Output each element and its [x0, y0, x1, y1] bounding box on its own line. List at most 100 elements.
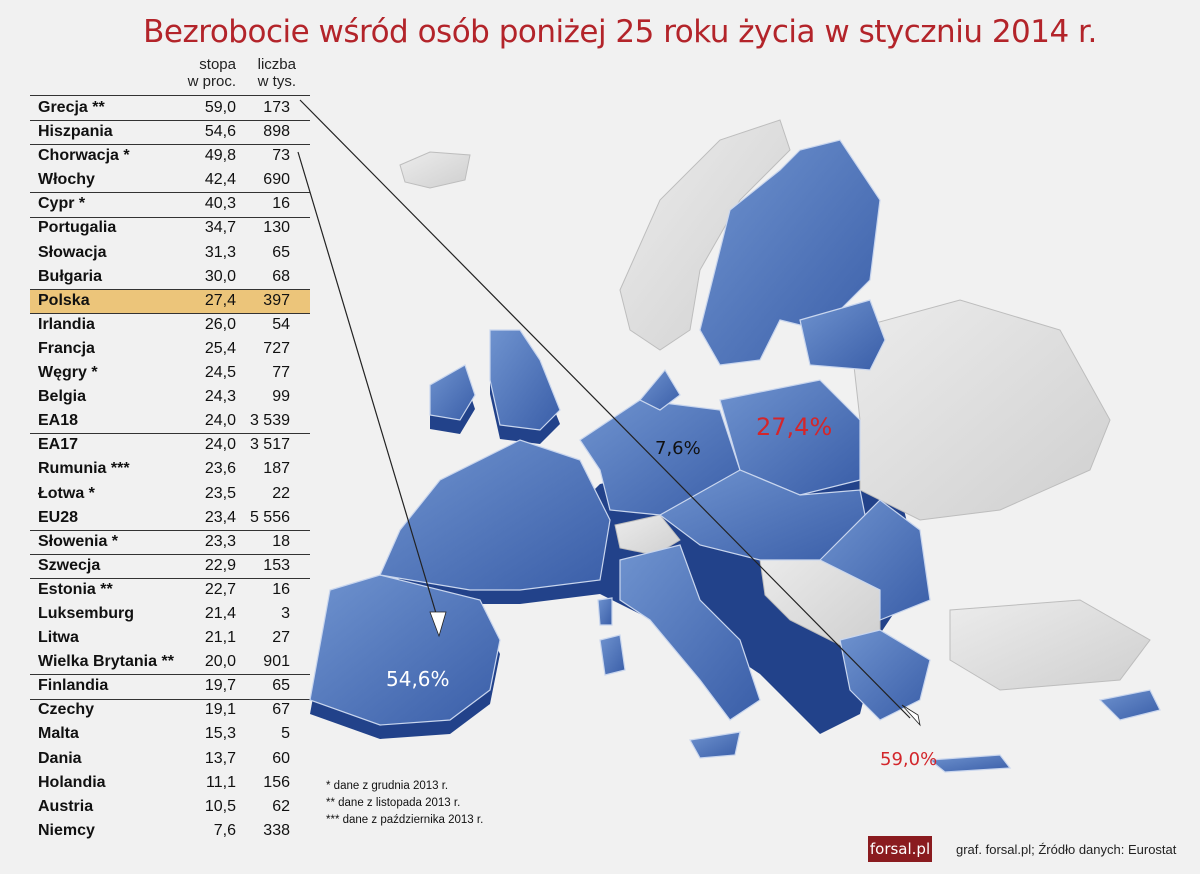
map-ireland [429, 364, 476, 421]
unemployed-count: 727 [263, 339, 290, 357]
map-sweden-finland [699, 139, 881, 366]
unemployment-rate: 22,9 [204, 556, 236, 574]
country-name: Finlandia [38, 677, 109, 695]
unemployment-rate: 34,7 [204, 219, 236, 237]
table-row: Holandia 11,1 156 [30, 771, 310, 795]
table-row: Chorwacja * 49,8 73 [30, 144, 310, 168]
country-name: Polska [38, 291, 90, 309]
country-name: Hiszpania [38, 123, 113, 141]
unemployed-count: 27 [272, 629, 290, 647]
unemployment-rate: 23,3 [204, 532, 236, 550]
table-row: Wielka Brytania ** 20,0 901 [30, 650, 310, 674]
map-romania-bulgaria [818, 499, 931, 621]
map-france [379, 439, 611, 591]
map-greece [839, 629, 931, 721]
footnote-2: ** dane z listopada 2013 r. [326, 797, 461, 809]
map-russia-ukraine [849, 299, 1111, 521]
unemployment-rate: 15,3 [204, 725, 236, 743]
table-separator [30, 674, 310, 676]
unemployed-count: 690 [263, 171, 290, 189]
map-corsica [597, 597, 613, 626]
footnote-3: *** dane z października 2013 r. [326, 814, 484, 826]
country-name: Węgry * [38, 364, 98, 382]
table-row: Estonia ** 22,7 16 [30, 578, 310, 602]
map-sardinia [599, 634, 626, 676]
map-crete [928, 754, 1012, 773]
table-row: Niemcy 7,6 338 [30, 819, 310, 843]
unemployed-count: 18 [272, 532, 290, 550]
unemployed-count: 54 [272, 315, 290, 333]
unemployment-rate: 24,3 [204, 388, 236, 406]
table-row: Rumunia *** 23,6 187 [30, 457, 310, 481]
table-row: Malta 15,3 5 [30, 722, 310, 746]
table-row: Łotwa * 23,5 22 [30, 482, 310, 506]
table-separator [30, 698, 310, 700]
table-row: Portugalia 34,7 130 [30, 216, 310, 240]
unemployment-rate: 42,4 [204, 171, 236, 189]
country-name: Holandia [38, 773, 106, 791]
unemployment-rate: 24,0 [204, 436, 236, 454]
unemployment-rate: 27,4 [204, 291, 236, 309]
table-separator [30, 192, 310, 194]
chart-title: Bezrobocie wśród osób poniżej 25 roku ży… [143, 14, 1097, 50]
table-separator [30, 144, 310, 146]
table-row: Francja 25,4 727 [30, 337, 310, 361]
country-name: Cypr * [38, 195, 86, 213]
map-denmark [639, 368, 681, 411]
map-italy [619, 544, 761, 721]
forsal-logo: forsal.pl [868, 836, 932, 862]
unemployed-count: 3 539 [249, 412, 290, 430]
unemployment-table: Grecja ** 59,0 173 Hiszpania 54,6 898 Chorwacj… [30, 95, 310, 843]
country-name: Chorwacja * [38, 147, 130, 165]
arrow-head-greece [901, 704, 921, 727]
country-name: Słowenia * [38, 532, 119, 550]
footnote-1: * dane z grudnia 2013 r. [326, 780, 449, 792]
country-name: Belgia [38, 388, 87, 406]
arrow-greece [299, 99, 911, 719]
country-name: EA18 [38, 412, 79, 430]
column-header-rate-line2: w proc. [187, 73, 236, 90]
unemployment-rate: 23,4 [204, 508, 236, 526]
unemployed-count: 153 [263, 556, 290, 574]
unemployed-count: 173 [263, 99, 290, 116]
table-row: Bułgaria 30,0 68 [30, 265, 310, 289]
unemployment-rate: 13,7 [204, 749, 236, 767]
table-row: Irlandia 26,0 54 [30, 313, 310, 337]
unemployment-rate: 21,4 [204, 604, 236, 622]
table-separator [30, 529, 310, 531]
unemployment-rate: 19,1 [204, 701, 236, 719]
table-row: EU28 23,4 5 556 [30, 506, 310, 530]
unemployed-count: 3 [281, 604, 290, 622]
unemployed-count: 16 [272, 195, 290, 213]
unemployed-count: 60 [272, 749, 290, 767]
unemployed-count: 338 [263, 821, 290, 839]
table-separator [30, 288, 310, 290]
arrow-spain [297, 151, 439, 621]
map-uk [489, 329, 561, 431]
map-switzerland [614, 514, 681, 556]
table-row: Belgia 24,3 99 [30, 385, 310, 409]
unemployment-rate: 40,3 [204, 195, 236, 213]
unemployed-count: 130 [263, 219, 290, 237]
table-separator [30, 312, 310, 314]
country-name: Estonia ** [38, 580, 113, 598]
unemployed-count: 397 [263, 291, 290, 309]
country-name: Czechy [38, 701, 95, 719]
country-name: Szwecja [38, 556, 101, 574]
unemployment-rate: 25,4 [204, 339, 236, 357]
unemployment-rate: 20,0 [204, 653, 236, 671]
country-name: Austria [38, 797, 94, 815]
country-name: EU28 [38, 508, 79, 526]
unemployed-count: 67 [272, 701, 290, 719]
unemployed-count: 73 [272, 147, 290, 165]
country-name: Luksemburg [38, 604, 135, 622]
country-name: Grecja ** [38, 99, 105, 116]
unemployment-rate: 54,6 [204, 123, 236, 141]
table-row: Czechy 19,1 67 [30, 698, 310, 722]
unemployment-rate: 11,1 [206, 773, 236, 791]
unemployed-count: 99 [272, 388, 290, 406]
unemployment-rate: 30,0 [204, 267, 236, 285]
country-name: Litwa [38, 629, 79, 647]
unemployed-count: 3 517 [249, 436, 290, 454]
unemployed-count: 5 [281, 725, 290, 743]
